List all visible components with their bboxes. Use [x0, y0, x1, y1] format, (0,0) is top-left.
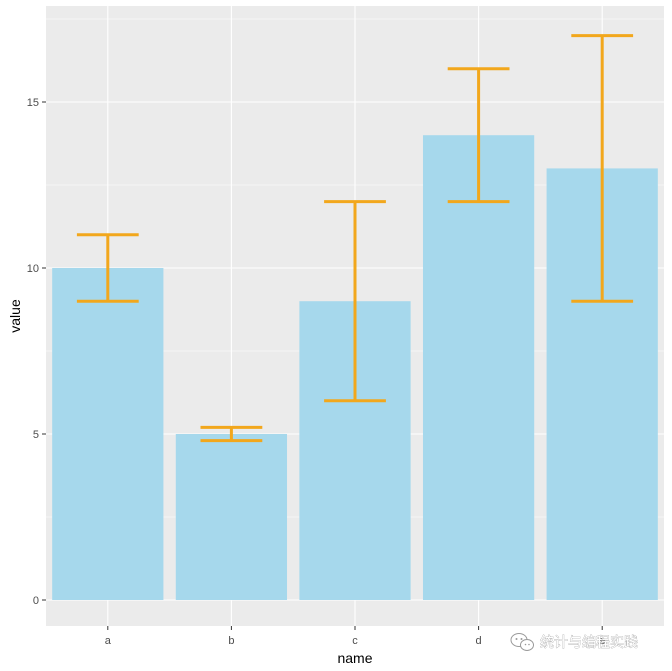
- bar-a: [52, 268, 164, 600]
- error-bar-e: [571, 34, 634, 303]
- y-axis-title: value: [7, 299, 23, 333]
- bar-d: [422, 135, 535, 600]
- y-tick-label: 10: [27, 263, 39, 275]
- error-bar-b: [200, 425, 263, 443]
- error-bar-a: [76, 233, 139, 303]
- x-tick-label: b: [228, 635, 234, 647]
- y-tick-label: 15: [27, 97, 39, 109]
- x-tick-label: c: [352, 635, 358, 647]
- x-axis-ticks: a b c d e: [105, 626, 605, 647]
- x-tick-label: a: [105, 635, 112, 647]
- y-tick-label: 0: [33, 595, 39, 607]
- error-bar-c: [324, 200, 386, 403]
- watermark-text: 统计与编程实践: [540, 635, 638, 651]
- watermark: 统计与编程实践: [510, 633, 638, 651]
- bar-b: [175, 434, 288, 600]
- x-tick-label: d: [476, 635, 482, 647]
- x-tick-label: e: [599, 635, 605, 647]
- y-tick-label: 5: [33, 429, 39, 441]
- y-axis-ticks: 0 5 10 15: [27, 97, 46, 607]
- x-axis-title: name: [337, 650, 372, 666]
- bars: [52, 135, 658, 600]
- error-bar-d: [447, 67, 510, 204]
- wechat-icon: [510, 633, 534, 651]
- error-bars: [76, 34, 634, 443]
